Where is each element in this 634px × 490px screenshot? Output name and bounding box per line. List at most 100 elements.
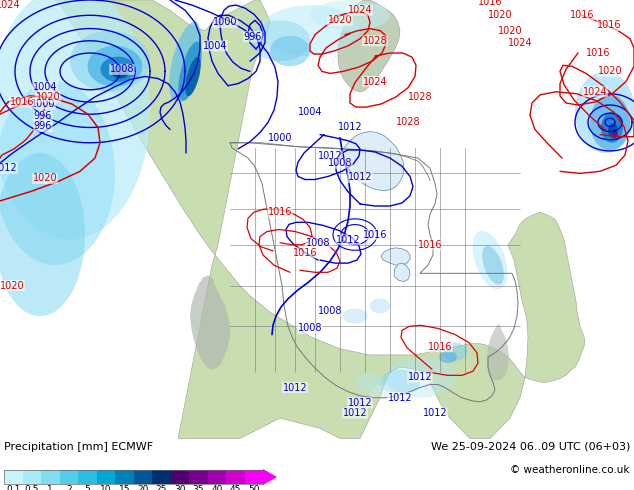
Bar xyxy=(226,470,245,484)
Bar xyxy=(171,470,189,484)
Text: 1012: 1012 xyxy=(423,408,448,418)
Text: 0.1: 0.1 xyxy=(6,485,20,490)
Text: 996: 996 xyxy=(34,122,52,131)
Text: 1000: 1000 xyxy=(31,99,55,109)
Ellipse shape xyxy=(380,370,420,395)
Text: 1016: 1016 xyxy=(268,207,292,217)
Text: 1020: 1020 xyxy=(498,25,522,36)
Text: 1016: 1016 xyxy=(428,342,452,352)
Text: 20: 20 xyxy=(137,485,148,490)
Bar xyxy=(41,470,60,484)
Text: 1012: 1012 xyxy=(338,122,362,132)
Ellipse shape xyxy=(608,123,618,138)
Bar xyxy=(4,470,22,484)
Ellipse shape xyxy=(439,351,457,363)
Ellipse shape xyxy=(101,57,136,82)
Ellipse shape xyxy=(575,72,634,153)
Text: 5: 5 xyxy=(84,485,90,490)
Text: 1012: 1012 xyxy=(283,383,307,392)
Text: 1016: 1016 xyxy=(363,230,387,240)
Text: 1008: 1008 xyxy=(328,158,353,168)
Polygon shape xyxy=(338,0,400,92)
Ellipse shape xyxy=(260,5,360,56)
Text: 1012: 1012 xyxy=(347,398,372,408)
Text: 1016: 1016 xyxy=(570,10,594,20)
Bar xyxy=(78,470,96,484)
Text: © weatheronline.co.uk: © weatheronline.co.uk xyxy=(510,466,630,475)
Text: 1008: 1008 xyxy=(110,64,134,74)
Text: 1004: 1004 xyxy=(203,41,227,51)
Text: 1012: 1012 xyxy=(318,151,342,161)
Text: 1012: 1012 xyxy=(387,393,412,403)
Polygon shape xyxy=(394,263,410,281)
Text: 1020: 1020 xyxy=(36,92,60,102)
Text: 1: 1 xyxy=(48,485,53,490)
Text: 1028: 1028 xyxy=(408,92,432,102)
Text: 1020: 1020 xyxy=(33,173,57,183)
Text: 10: 10 xyxy=(100,485,112,490)
Ellipse shape xyxy=(342,309,368,324)
Ellipse shape xyxy=(443,343,467,361)
Text: 1004: 1004 xyxy=(298,107,322,117)
Text: 1016: 1016 xyxy=(293,248,317,258)
Ellipse shape xyxy=(0,0,150,240)
Text: 25: 25 xyxy=(155,485,167,490)
Text: Precipitation [mm] ECMWF: Precipitation [mm] ECMWF xyxy=(4,441,153,452)
Text: 1020: 1020 xyxy=(598,66,623,76)
Bar xyxy=(22,470,41,484)
Ellipse shape xyxy=(111,64,129,78)
Bar xyxy=(60,470,78,484)
Text: 1028: 1028 xyxy=(396,118,420,127)
Text: 1016: 1016 xyxy=(586,48,611,58)
Ellipse shape xyxy=(385,357,455,398)
Polygon shape xyxy=(55,0,585,439)
Text: 1024: 1024 xyxy=(347,5,372,15)
Ellipse shape xyxy=(612,131,618,138)
Ellipse shape xyxy=(482,246,504,285)
Text: 1000: 1000 xyxy=(268,133,292,143)
Text: 1016: 1016 xyxy=(597,21,621,30)
Text: 1020: 1020 xyxy=(488,10,512,20)
Ellipse shape xyxy=(270,36,310,66)
Ellipse shape xyxy=(250,21,310,61)
Text: 1024: 1024 xyxy=(583,87,607,97)
Ellipse shape xyxy=(178,42,202,101)
Text: 1024: 1024 xyxy=(0,0,20,10)
Ellipse shape xyxy=(601,112,623,143)
Bar xyxy=(189,470,207,484)
Ellipse shape xyxy=(70,30,150,92)
Text: 15: 15 xyxy=(119,485,130,490)
Ellipse shape xyxy=(472,231,507,289)
Ellipse shape xyxy=(310,0,390,30)
Text: 1008: 1008 xyxy=(318,306,342,316)
Text: 2: 2 xyxy=(66,485,72,490)
Text: 1016: 1016 xyxy=(478,0,502,7)
Polygon shape xyxy=(340,131,404,191)
Polygon shape xyxy=(381,248,410,265)
Ellipse shape xyxy=(370,385,390,400)
Bar xyxy=(134,470,152,484)
Ellipse shape xyxy=(0,82,115,265)
Text: 50: 50 xyxy=(248,485,259,490)
Text: 1024: 1024 xyxy=(508,38,533,48)
Text: 1008: 1008 xyxy=(298,323,322,333)
Ellipse shape xyxy=(370,298,390,314)
Text: 1012: 1012 xyxy=(335,235,360,245)
Polygon shape xyxy=(190,275,230,369)
Text: 1028: 1028 xyxy=(363,36,387,46)
Text: 996: 996 xyxy=(34,111,52,121)
Text: 1024: 1024 xyxy=(363,76,387,87)
Text: 996: 996 xyxy=(244,32,262,42)
Bar xyxy=(4,470,263,484)
Bar xyxy=(207,470,226,484)
Text: 1012: 1012 xyxy=(0,163,17,173)
Text: 1000: 1000 xyxy=(213,18,237,27)
Bar xyxy=(152,470,171,484)
Text: 1004: 1004 xyxy=(33,82,57,92)
Ellipse shape xyxy=(87,46,143,87)
FancyArrow shape xyxy=(263,469,277,485)
Text: 35: 35 xyxy=(193,485,204,490)
Text: 1012: 1012 xyxy=(347,172,372,182)
Text: 30: 30 xyxy=(174,485,186,490)
Bar xyxy=(115,470,134,484)
